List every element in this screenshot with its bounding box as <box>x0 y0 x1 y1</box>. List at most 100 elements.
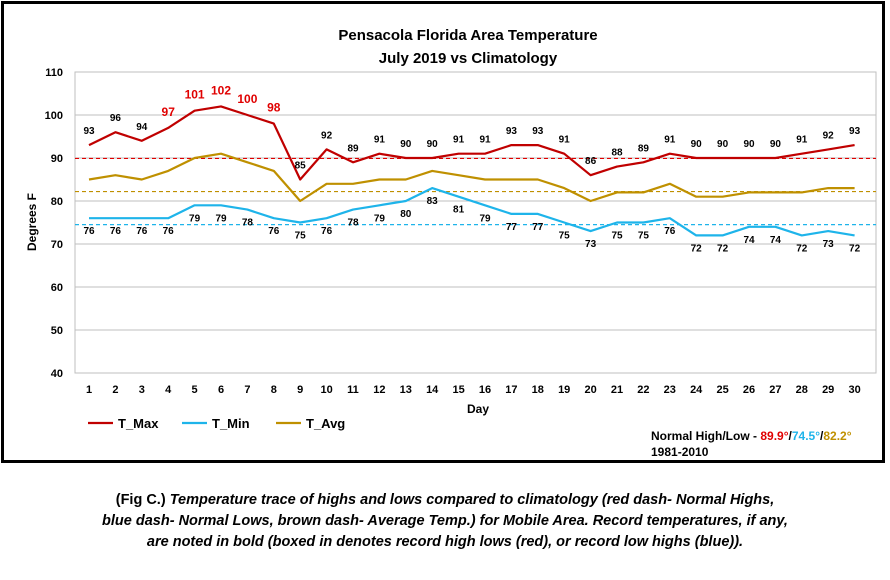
y-tick-label: 80 <box>51 196 63 208</box>
x-tick-label: 4 <box>165 384 172 396</box>
normal-avg: 82.2° <box>823 429 851 443</box>
chart-title: Pensacola Florida Area Temperature <box>338 27 597 44</box>
tmin-data-label: 80 <box>400 209 412 220</box>
x-tick-label: 28 <box>796 384 808 396</box>
tmin-data-label: 81 <box>453 205 465 216</box>
tmin-data-label: 78 <box>242 218 254 229</box>
x-tick-label: 5 <box>192 384 198 396</box>
normals-period: 1981-2010 <box>651 445 709 459</box>
x-tick-label: 15 <box>452 384 464 396</box>
chart-frame <box>1 1 885 463</box>
tmax-data-label: 86 <box>585 156 597 167</box>
legend-label-t-max: T_Max <box>118 416 159 431</box>
tmax-data-label: 92 <box>823 130 835 141</box>
tmin-data-label: 76 <box>268 226 280 237</box>
tmin-data-label: 75 <box>559 231 571 242</box>
tmax-data-label: 91 <box>796 135 808 146</box>
tmin-data-label: 72 <box>796 243 808 254</box>
x-tick-label: 22 <box>637 384 649 396</box>
tmax-data-label: 89 <box>347 143 359 154</box>
tmax-data-label: 85 <box>295 161 307 172</box>
figure-caption: (Fig C.) Temperature trace of highs and … <box>100 490 790 553</box>
x-tick-label: 21 <box>611 384 623 396</box>
x-tick-label: 29 <box>822 384 834 396</box>
tmax-data-label: 90 <box>717 139 729 150</box>
x-axis-label: Day <box>467 402 489 416</box>
tmax-data-label: 91 <box>664 135 676 146</box>
record-high-label: 98 <box>267 101 281 115</box>
x-tick-label: 16 <box>479 384 491 396</box>
tmin-data-label: 75 <box>611 231 623 242</box>
x-tick-label: 26 <box>743 384 755 396</box>
tmax-data-label: 90 <box>743 139 755 150</box>
tmax-data-label: 96 <box>110 113 122 124</box>
y-axis-label: Degrees F <box>25 193 39 251</box>
tmin-data-label: 72 <box>691 243 703 254</box>
y-tick-label: 110 <box>45 67 63 79</box>
tmin-data-label: 76 <box>110 226 122 237</box>
x-tick-label: 13 <box>400 384 412 396</box>
x-tick-label: 10 <box>320 384 332 396</box>
x-tick-label: 2 <box>112 384 118 396</box>
x-tick-label: 25 <box>716 384 728 396</box>
record-high-label: 100 <box>237 92 257 106</box>
tmin-data-label: 75 <box>638 231 650 242</box>
tmax-data-label: 91 <box>559 135 571 146</box>
caption-body: Temperature trace of highs and lows comp… <box>102 492 788 550</box>
chart-subtitle: July 2019 vs Climatology <box>379 50 558 67</box>
series-lines <box>88 105 855 237</box>
tmax-data-label: 90 <box>691 139 703 150</box>
x-tick-label: 12 <box>373 384 385 396</box>
tmax-data-label: 91 <box>453 135 465 146</box>
tmin-data-label: 76 <box>664 226 676 237</box>
x-tick-label: 9 <box>297 384 303 396</box>
x-tick-label: 14 <box>426 384 439 396</box>
tmin-data-label: 76 <box>83 226 95 237</box>
x-tick-label: 11 <box>347 384 359 396</box>
tmax-data-label: 92 <box>321 130 333 141</box>
tmin-data-label: 76 <box>163 226 175 237</box>
record-high-label: 101 <box>185 88 205 102</box>
tmax-data-label: 90 <box>400 139 412 150</box>
x-tick-label: 24 <box>690 384 703 396</box>
y-tick-label: 40 <box>51 368 63 380</box>
legend-label-t-avg: T_Avg <box>306 416 345 431</box>
series-line-t-min <box>89 187 855 237</box>
x-tick-label: 3 <box>139 384 145 396</box>
normal-high: 89.9° <box>760 429 788 443</box>
x-tick-label: 23 <box>664 384 676 396</box>
tmin-data-label: 74 <box>743 235 755 246</box>
tmin-data-label: 72 <box>717 243 729 254</box>
x-tick-label: 17 <box>505 384 517 396</box>
tmin-data-label: 74 <box>770 235 782 246</box>
caption-lead: (Fig C.) <box>115 492 170 508</box>
tmin-data-label: 79 <box>479 213 491 224</box>
normals-text: Normal High/Low - 89.9°/74.5°/82.2° <box>651 429 852 443</box>
record-high-label: 97 <box>162 105 176 119</box>
tmax-data-label: 93 <box>83 126 95 137</box>
temperature-chart: Pensacola Florida Area Temperature July … <box>25 27 877 459</box>
tmin-data-label: 78 <box>347 218 359 229</box>
series-line-t-max <box>88 105 855 181</box>
tmax-data-label: 94 <box>136 122 148 133</box>
record-high-label: 102 <box>211 83 231 97</box>
legend-label-t-min: T_Min <box>212 416 250 431</box>
x-tick-label: 20 <box>584 384 596 396</box>
x-tick-label: 19 <box>558 384 570 396</box>
normals-sep-1: / <box>789 429 793 443</box>
x-tick-label: 18 <box>532 384 544 396</box>
x-tick-label: 7 <box>244 384 250 396</box>
tmin-data-label: 72 <box>849 243 861 254</box>
normal-low: 74.5° <box>792 429 820 443</box>
tmin-data-label: 77 <box>506 222 518 233</box>
tmin-data-label: 77 <box>532 222 544 233</box>
x-tick-label: 8 <box>271 384 277 396</box>
tmax-data-label: 89 <box>638 143 650 154</box>
data-labels: 93 96 94 97 101 102 100 98 85 92 89 91 90 90 91 91 93 93 9… <box>83 83 860 254</box>
tmax-data-label: 91 <box>374 135 386 146</box>
normals-sep-2: / <box>820 429 824 443</box>
tmin-data-label: 79 <box>215 213 227 224</box>
y-tick-label: 50 <box>51 325 63 337</box>
tmin-data-label: 75 <box>295 231 307 242</box>
